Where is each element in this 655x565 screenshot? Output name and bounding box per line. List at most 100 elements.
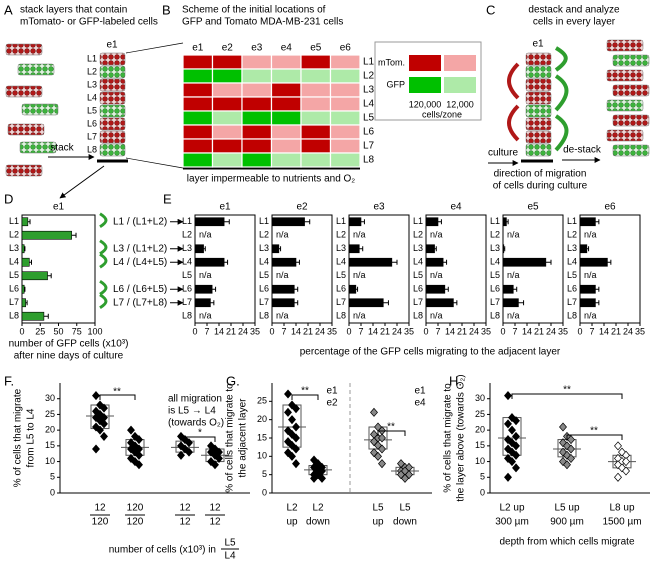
y-tick-label: L7 <box>567 297 577 307</box>
x-tick-label: 300 µm <box>495 517 529 528</box>
cell-layer <box>612 144 650 157</box>
x-tick-label: 21 <box>303 326 313 336</box>
grid-cell <box>300 152 332 168</box>
grid-cell <box>211 68 243 84</box>
x-tick-label: 24 <box>623 326 633 336</box>
point <box>284 389 292 399</box>
x-tick-label: 14 <box>214 326 224 336</box>
point <box>177 431 185 441</box>
y-tick-label: L4 <box>259 257 269 267</box>
point <box>314 470 322 480</box>
y-tick-label: L2 <box>259 230 269 240</box>
point <box>100 431 108 441</box>
cell-layer <box>19 141 57 154</box>
value-label: n/a <box>507 270 520 280</box>
x-tick-label: 14 <box>291 326 301 336</box>
zoom-line <box>125 42 184 54</box>
arrow-label: stack <box>50 143 74 154</box>
legend-count: 120,000 <box>409 99 442 109</box>
y-axis-label: % of cells that migrate to <box>443 383 454 493</box>
x-tick-label: L5 <box>399 503 411 514</box>
y-tick-label: 0 <box>262 487 267 497</box>
point <box>622 457 630 467</box>
grid-cell <box>241 124 273 140</box>
point <box>318 473 326 483</box>
y-tick-label: L6 <box>9 284 19 294</box>
bar <box>425 217 439 227</box>
point <box>504 391 512 401</box>
x-tick-label: 12 <box>179 517 191 528</box>
x-tick-label: L8 up <box>609 503 634 514</box>
point <box>622 466 630 476</box>
grid-cell <box>211 124 243 140</box>
value-label: n/a <box>276 311 289 321</box>
value-label: n/a <box>430 311 443 321</box>
y-tick-label: L3 <box>567 243 577 253</box>
x-tick-label: L2 <box>312 503 324 514</box>
migration-arrow <box>99 293 108 310</box>
bar <box>425 284 446 294</box>
y-tick-label: L1 <box>182 216 192 226</box>
x-tick-label: 35 <box>404 326 414 336</box>
y-tick-label: L2 <box>182 230 192 240</box>
caption: destack and analyze <box>528 5 620 16</box>
value-label: n/a <box>584 230 597 240</box>
cell-layer <box>99 52 126 66</box>
annotation: e1 <box>414 386 426 397</box>
ratio-label: L3 / (L1+L2) <box>113 243 167 254</box>
annotation: ** <box>590 426 598 437</box>
chart-title: e3 <box>373 202 385 213</box>
row-label: L8 <box>363 155 375 166</box>
point <box>92 444 100 454</box>
layout <box>48 41 601 493</box>
x-tick-label: 7 <box>204 326 209 336</box>
point <box>100 403 108 413</box>
cell-layer <box>99 91 126 105</box>
y-tick-label: 20 <box>45 425 55 435</box>
layer-label: L6 <box>87 118 97 128</box>
y-axis-label: from L5 to L4 <box>26 408 37 467</box>
x-tick-label: 21 <box>226 326 236 336</box>
x-tick-label: 0 <box>423 326 428 336</box>
footer: layer impermeable to nutrients and O₂ <box>187 174 356 185</box>
ratio-label: L6 / (L6+L5) <box>113 284 167 295</box>
plot-frame <box>194 214 256 324</box>
y-tick-label: L4 <box>413 257 423 267</box>
x-tick-label: 35 <box>558 326 568 336</box>
cell-layer <box>21 103 59 116</box>
x-tick-label: L2 <box>286 503 298 514</box>
y-tick-label: 0 <box>480 487 485 497</box>
x-axis-label: percentage of the GFP cells migrating to… <box>300 347 561 358</box>
cell-layer <box>99 78 126 92</box>
chart-title: e6 <box>604 202 616 213</box>
value-label: n/a <box>584 270 597 280</box>
x-tick-label: 0 <box>19 326 24 336</box>
x-tick-label: 21 <box>380 326 390 336</box>
annotation: ** <box>301 386 309 397</box>
layer-label: L8 <box>87 144 97 154</box>
point <box>508 425 516 435</box>
y-tick-label: L1 <box>9 216 19 226</box>
x-tick-label: L5 up <box>554 503 579 514</box>
cell-layer <box>5 85 43 98</box>
grid-cell <box>329 54 361 70</box>
value-label: n/a <box>430 230 443 240</box>
y-tick-label: L8 <box>336 311 346 321</box>
panel-letter: F. <box>4 373 14 388</box>
panel-letter: B <box>162 2 171 17</box>
stack-label: e1 <box>106 40 118 51</box>
x-axis-label: after nine days of culture <box>14 351 124 362</box>
cell-layer <box>525 104 552 118</box>
bar <box>21 217 29 227</box>
annotation: (towards O₂) <box>168 418 224 429</box>
x-axis-label: depth from which cells migrate <box>499 537 634 548</box>
cell-layer <box>612 54 650 67</box>
point <box>135 450 143 460</box>
y-tick-label: 25 <box>257 396 267 406</box>
bar <box>502 257 547 267</box>
bar <box>502 244 505 254</box>
x-tick-label: 75 <box>72 326 82 336</box>
grid-cell <box>270 68 302 84</box>
point <box>185 447 193 457</box>
